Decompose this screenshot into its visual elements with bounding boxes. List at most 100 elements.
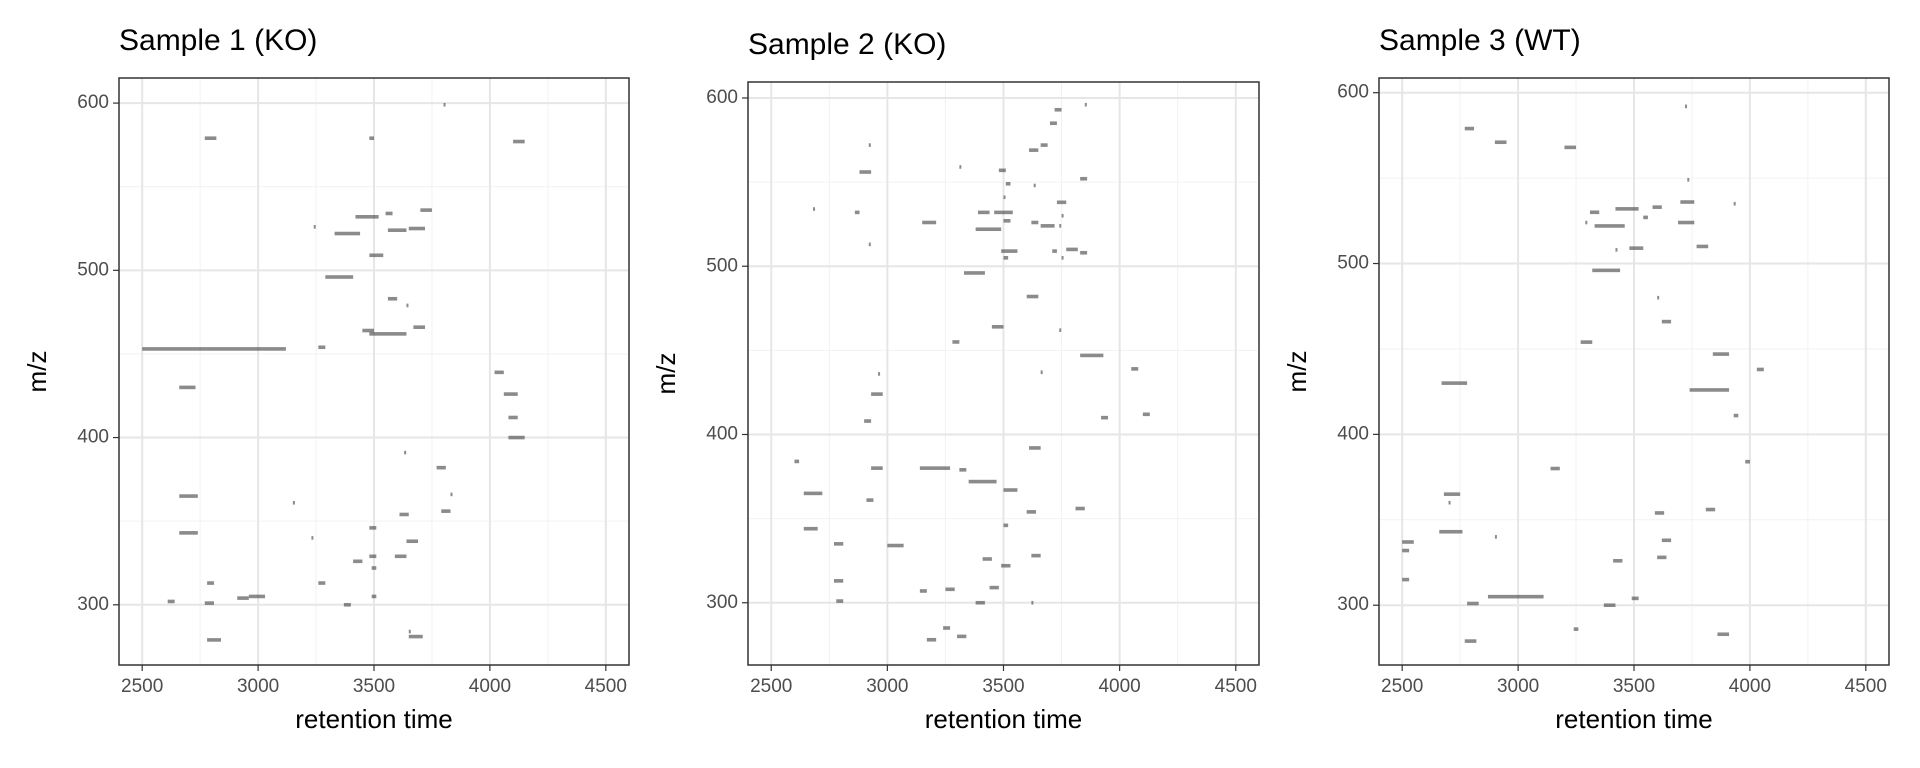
y-tick-label: 500	[706, 255, 738, 276]
peak-segment	[878, 372, 881, 376]
panel-title: Sample 1 (KO)	[119, 24, 317, 57]
peak-segment	[1056, 200, 1067, 205]
x-tick-label: 4000	[469, 676, 511, 697]
peak-segment	[1661, 538, 1672, 543]
peak-segment	[803, 526, 818, 531]
peak-segment	[369, 332, 407, 336]
peak-segment	[794, 459, 800, 464]
peak-segment	[167, 599, 175, 604]
peak-segment	[1066, 247, 1078, 252]
x-tick-label: 3000	[866, 676, 908, 697]
peak-segment	[1705, 507, 1716, 512]
peak-segment	[1745, 459, 1750, 464]
peak-segment	[1613, 558, 1623, 563]
peak-segment	[292, 500, 295, 505]
peak-segment	[1443, 492, 1461, 496]
peak-segment	[1654, 511, 1665, 515]
peak-segment	[1756, 367, 1764, 372]
peak-segment	[1059, 224, 1062, 228]
y-tick-label: 600	[77, 92, 109, 113]
peak-segment	[408, 226, 425, 231]
peak-segment	[1717, 632, 1730, 637]
peak-segment	[1001, 249, 1018, 253]
peak-segment	[1080, 353, 1104, 358]
peak-segment	[1040, 370, 1043, 375]
peak-segment	[926, 637, 937, 642]
peak-segment	[179, 531, 198, 535]
peak-segment	[803, 491, 823, 496]
peak-segment	[1439, 529, 1463, 534]
peak-segment	[207, 638, 221, 642]
peak-segment	[248, 594, 266, 599]
peak-segment	[318, 345, 326, 350]
x-tick-label: 3500	[1613, 676, 1655, 697]
peak-segment	[1733, 413, 1739, 418]
peak-segment	[813, 207, 816, 211]
peak-segment	[1005, 181, 1011, 186]
peak-segment	[371, 566, 377, 570]
panel: Sample 2 (KO) retention time m/z 2500 3000 35…	[651, 28, 1260, 734]
peak-segment	[179, 494, 198, 498]
peak-segment	[1615, 207, 1639, 211]
x-tick-label: 4500	[1215, 676, 1257, 697]
x-tick-label: 2500	[1381, 676, 1423, 697]
peak-segment	[204, 136, 217, 141]
peak-segment	[325, 275, 354, 279]
peak-segment	[1033, 183, 1036, 188]
peak-segment	[957, 634, 967, 639]
peak-segment	[503, 392, 518, 396]
peak-segment	[1564, 145, 1577, 150]
y-tick-label: 500	[77, 259, 109, 280]
peak-segment	[1643, 215, 1648, 220]
x-tick-label: 4500	[585, 676, 627, 697]
peak-segment	[1031, 220, 1039, 225]
peak-segment	[436, 465, 446, 470]
peak-segment	[1712, 352, 1730, 356]
peak-segment	[204, 601, 215, 605]
peak-segment	[508, 415, 518, 420]
panel-border	[118, 77, 630, 666]
peak-segment	[1080, 250, 1088, 255]
peak-segment	[1680, 200, 1695, 204]
peak-segment	[406, 303, 409, 308]
peak-segment	[864, 419, 872, 423]
y-tick-label: 400	[1337, 423, 1369, 444]
peak-segment	[1448, 500, 1451, 505]
peak-segment	[1585, 220, 1588, 225]
peak-segment	[1487, 594, 1544, 599]
peak-segment	[1467, 601, 1479, 606]
peak-segment	[1075, 506, 1085, 511]
peak-segment	[1494, 140, 1507, 145]
peak-segment	[975, 600, 985, 605]
peak-segment	[494, 370, 504, 375]
peak-segment	[1003, 219, 1011, 223]
peak-segment	[1573, 627, 1579, 631]
x-tick-label: 3500	[353, 676, 395, 697]
x-tick-label: 3000	[237, 676, 279, 697]
peak-segment	[443, 102, 446, 107]
peak-segment	[1101, 415, 1109, 420]
peak-segment	[991, 325, 1004, 329]
peak-segment	[1615, 248, 1618, 252]
peak-segment	[1003, 523, 1009, 528]
peak-segment	[871, 466, 883, 470]
peak-segment	[854, 210, 860, 215]
peak-segment	[1696, 244, 1709, 249]
peak-segment	[408, 634, 423, 639]
peak-segment	[1594, 224, 1625, 228]
peak-segment	[994, 210, 1013, 215]
peak-segment	[1464, 639, 1477, 643]
peak-segment	[406, 539, 419, 544]
x-axis-label: retention time	[925, 704, 1083, 734]
peak-segment	[1652, 205, 1662, 209]
peak-segment	[371, 594, 377, 599]
peak-segment	[142, 347, 286, 351]
peak-segment	[369, 554, 377, 559]
peak-segment	[1631, 596, 1639, 601]
panel: Sample 1 (KO) retention time m/z 2500 3000 35…	[22, 24, 630, 734]
peak-segment	[1061, 213, 1064, 218]
peak-segment	[1031, 553, 1041, 558]
peak-segment	[1657, 295, 1660, 300]
